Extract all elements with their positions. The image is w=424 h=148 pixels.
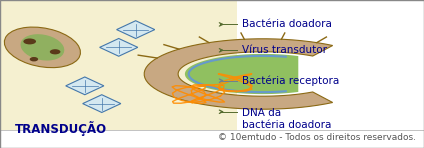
Ellipse shape — [20, 34, 64, 61]
FancyBboxPatch shape — [0, 0, 237, 130]
Polygon shape — [83, 95, 121, 112]
Ellipse shape — [4, 27, 81, 68]
Text: TRANSDUÇÃO: TRANSDUÇÃO — [15, 121, 107, 136]
Text: Bactéria doadora: Bactéria doadora — [242, 19, 332, 29]
Text: Bactéria receptora: Bactéria receptora — [242, 75, 339, 86]
Polygon shape — [144, 39, 333, 109]
Polygon shape — [185, 54, 298, 94]
Text: Vírus transdutor: Vírus transdutor — [242, 45, 326, 55]
Polygon shape — [117, 21, 155, 38]
Ellipse shape — [30, 57, 38, 61]
Text: DNA da
bactéria doadora: DNA da bactéria doadora — [242, 108, 331, 130]
Polygon shape — [100, 38, 138, 56]
Text: © 10emtudo - Todos os direitos reservados.: © 10emtudo - Todos os direitos reservado… — [218, 133, 416, 142]
Ellipse shape — [50, 49, 60, 54]
Polygon shape — [66, 77, 104, 95]
Ellipse shape — [23, 38, 36, 44]
